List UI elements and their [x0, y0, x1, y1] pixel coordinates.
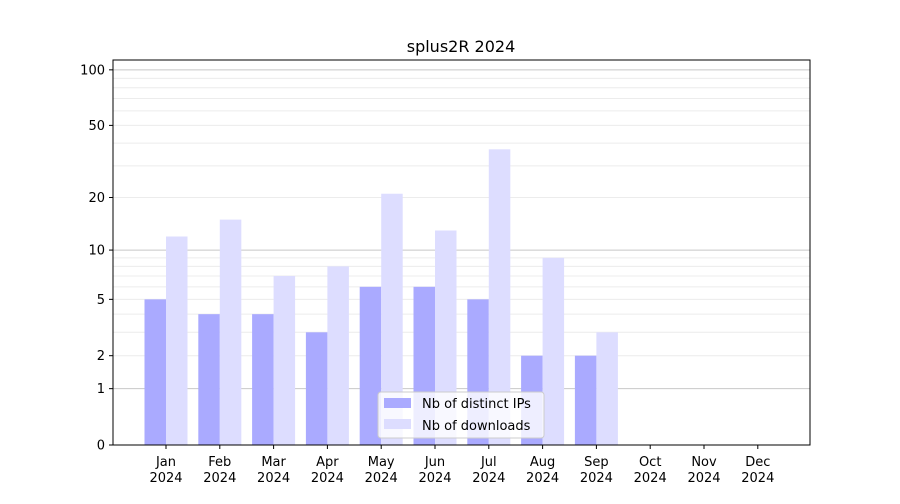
y-tick-label: 20	[88, 191, 105, 206]
x-tick-label: Aug 2024	[526, 455, 559, 486]
bar-ips-1	[198, 314, 220, 445]
y-tick-label: 100	[80, 63, 105, 78]
bar-downloads-5	[435, 230, 457, 445]
y-tick-label: 2	[97, 349, 105, 364]
bar-ips-8	[574, 355, 597, 445]
x-tick-label: Jan 2024	[149, 455, 182, 486]
x-tick-label: Nov 2024	[687, 455, 720, 486]
x-tick-label: Jul 2024	[472, 455, 505, 486]
legend-label-ips: Nb of distinct IPs	[422, 397, 531, 412]
x-tick-label: Mar 2024	[257, 455, 290, 486]
legend-swatch-ips	[384, 398, 411, 408]
y-tick-label: 10	[88, 244, 105, 259]
y-tick-label: 5	[97, 293, 105, 308]
legend-swatch-downloads	[384, 419, 411, 429]
bar-downloads-2	[273, 275, 296, 445]
chart-title: splus2R 2024	[407, 37, 516, 56]
bar-ips-3	[305, 332, 328, 445]
bar-downloads-6	[488, 149, 511, 445]
bar-downloads-3	[327, 266, 349, 445]
bar-downloads-7	[542, 257, 565, 445]
x-tick-label: Sep 2024	[580, 455, 613, 486]
bar-downloads-1	[219, 219, 242, 445]
legend-label-downloads: Nb of downloads	[422, 419, 531, 434]
x-tick-label: Apr 2024	[311, 455, 344, 486]
x-tick-label: Dec 2024	[741, 455, 774, 486]
y-tick-label: 50	[88, 119, 105, 134]
legend: Nb of distinct IPs Nb of downloads	[377, 391, 545, 439]
bar-ips-2	[252, 314, 274, 445]
y-tick-label: 0	[97, 439, 105, 454]
bar-ips-0	[144, 299, 166, 445]
bar-ips-4	[359, 286, 382, 445]
plot-frame	[112, 59, 811, 446]
x-tick-label: Jun 2024	[418, 455, 451, 486]
bar-downloads-4	[381, 193, 403, 445]
x-tick-label: Oct 2024	[634, 455, 667, 486]
bar-downloads-8	[596, 332, 618, 445]
y-tick-label: 1	[97, 382, 105, 397]
x-tick-label: May 2024	[365, 455, 398, 486]
x-tick-label: Feb 2024	[203, 455, 236, 486]
bar-downloads-0	[166, 236, 188, 445]
